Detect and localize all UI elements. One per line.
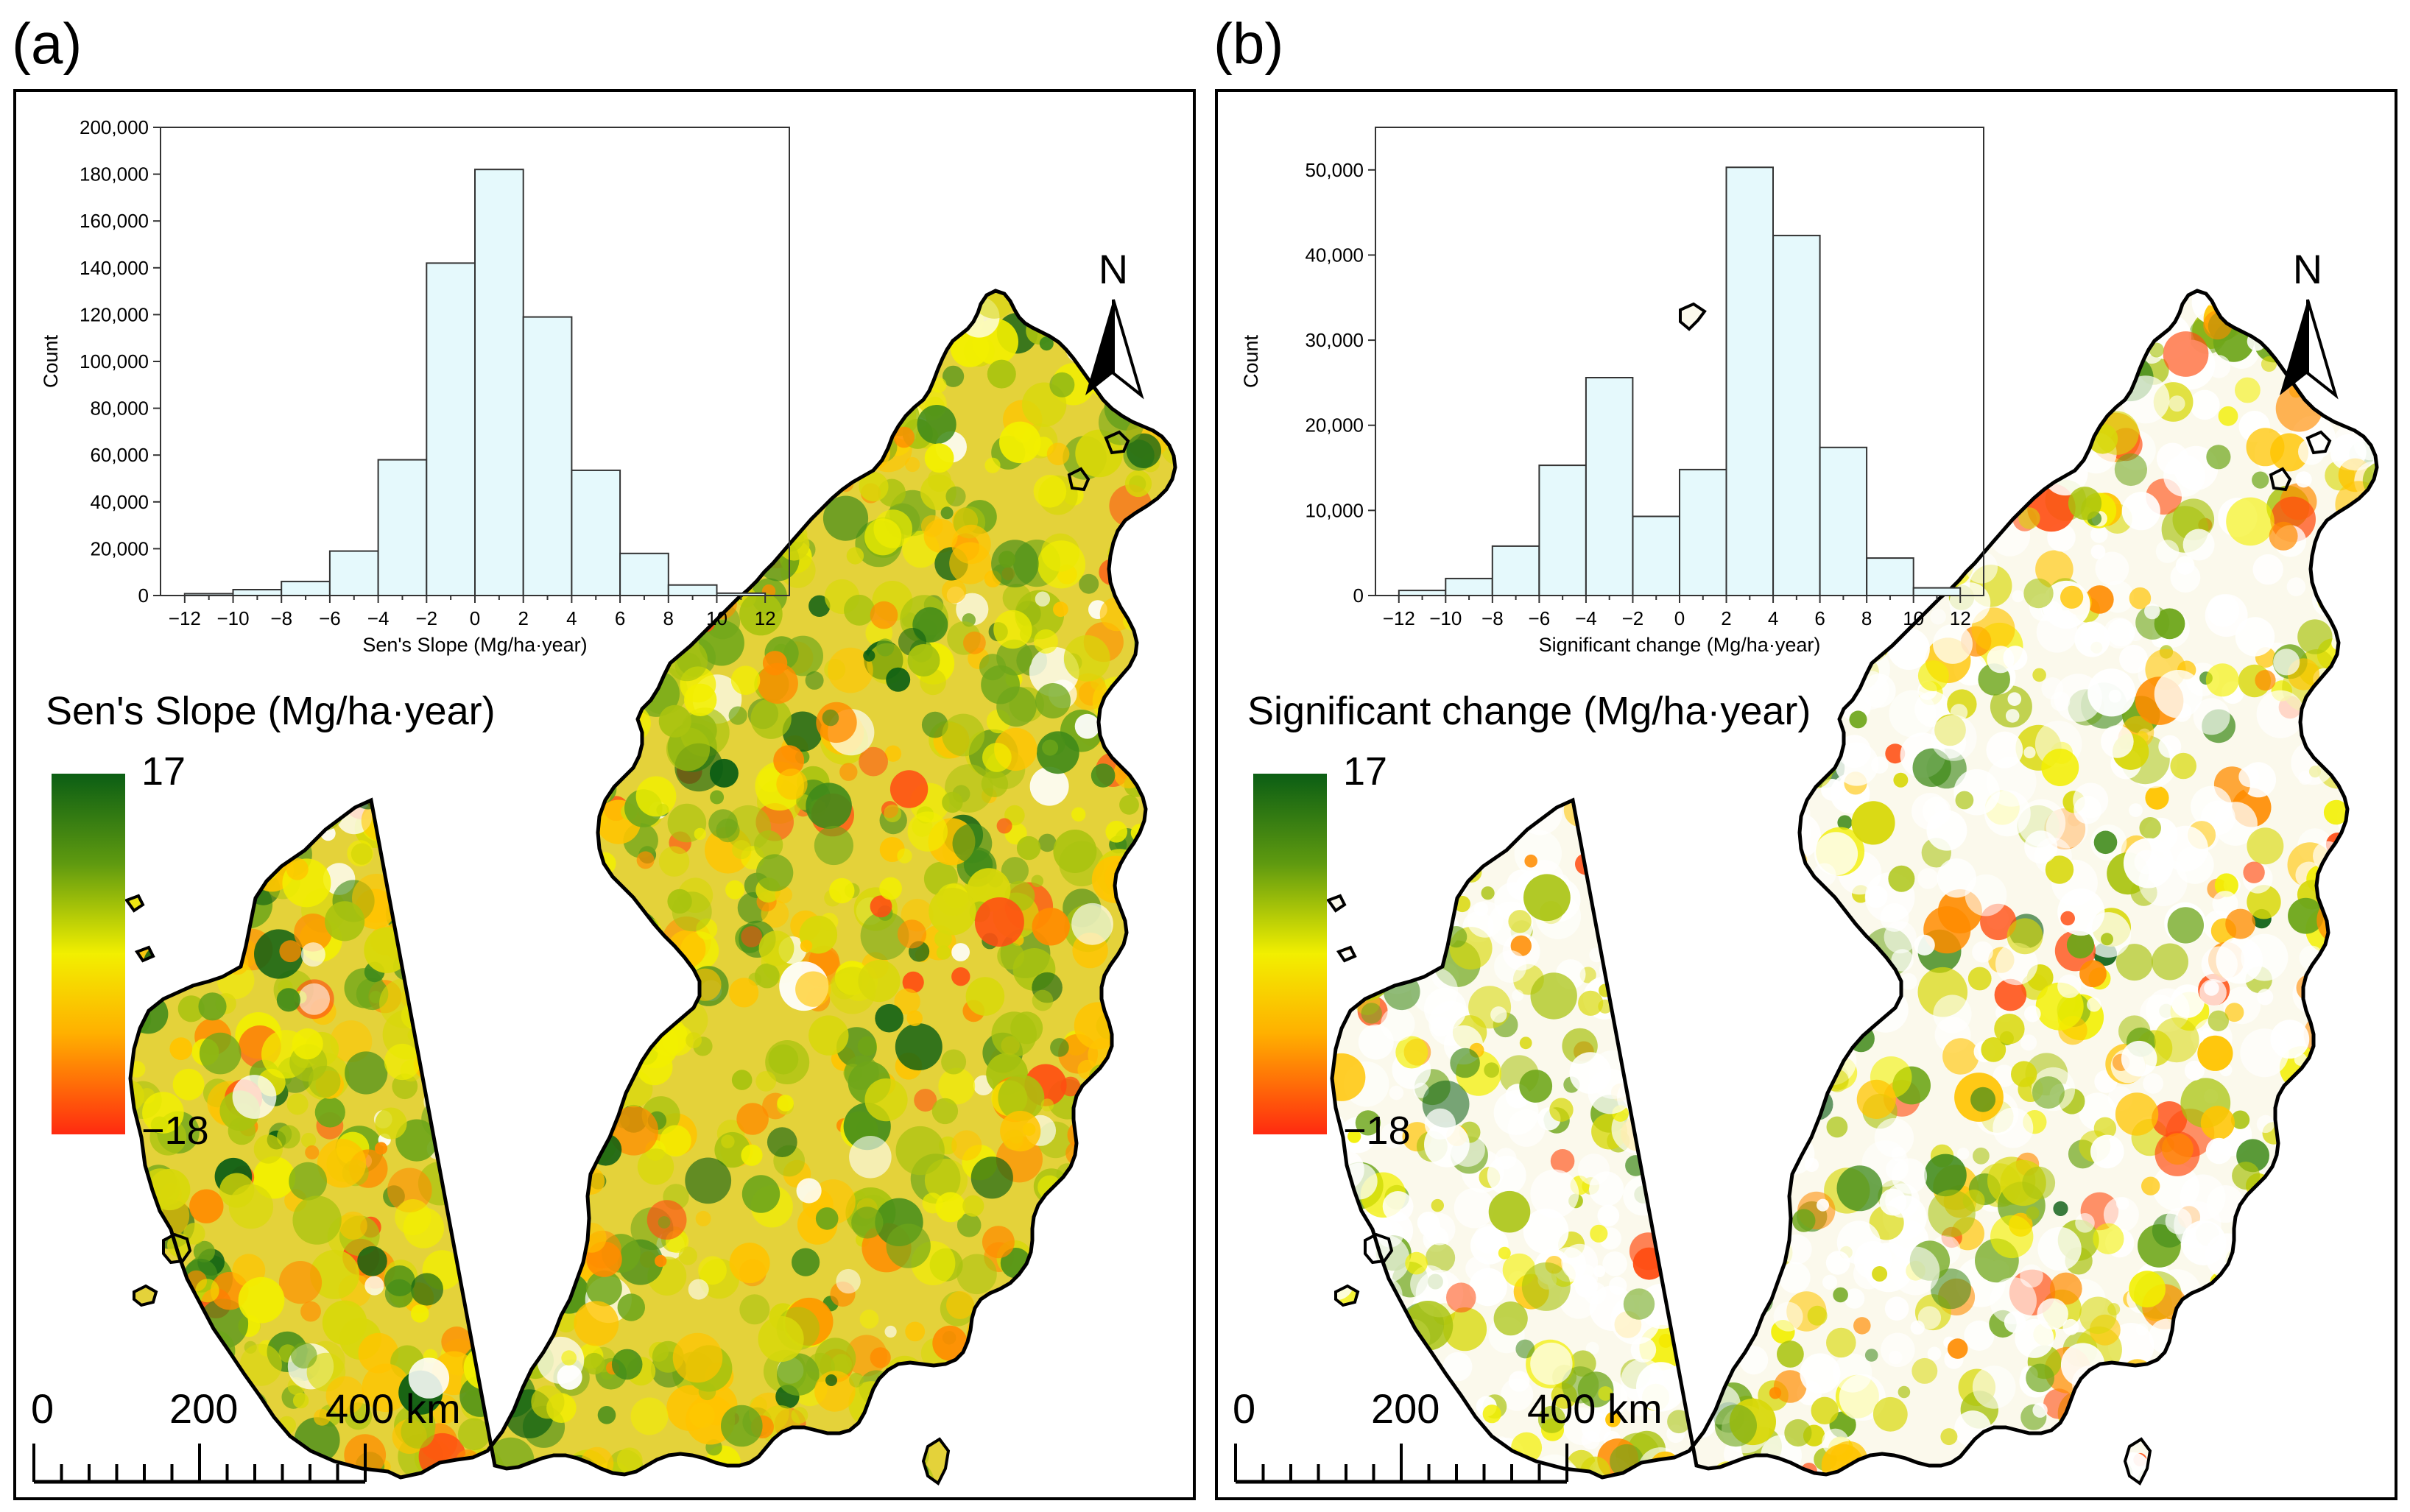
hist-bar — [1725, 166, 1774, 597]
x-tick-label: −10 — [1429, 607, 1462, 629]
panel-a-map-frame: 0 20,000 40,000 60,000 80,000 100,000 120,000 1… — [13, 89, 1196, 1500]
hist-bar — [281, 580, 331, 597]
hist-y-axis-label: Count — [1240, 334, 1262, 388]
hist-bar — [1491, 545, 1540, 597]
north-arrow-label: N — [2293, 247, 2322, 292]
x-tick-label: −4 — [1575, 607, 1597, 629]
y-tick-label: 50,000 — [1305, 159, 1364, 181]
y-tick-label: 10,000 — [1305, 499, 1364, 521]
y-tick-label: 0 — [1353, 584, 1364, 607]
legend-max-value: 17 — [1343, 749, 1388, 794]
hist-bar — [232, 589, 283, 596]
scale-label-0: 0 — [31, 1385, 54, 1432]
scale-label-200: 200 — [169, 1385, 239, 1432]
scale-label-400: 400 km — [1527, 1385, 1663, 1432]
legend-title: Sen's Slope (Mg/ha·year) — [46, 689, 496, 733]
y-tick-label: 0 — [138, 584, 149, 607]
x-tick-label: −10 — [216, 607, 249, 629]
hist-y-axis-label: Count — [40, 334, 62, 388]
y-tick-label: 80,000 — [90, 398, 149, 420]
histogram-b: 0 10,000 20,000 30,000 40,000 50,000 −12 −10 −8 −… — [1240, 127, 1984, 656]
y-tick-label: 30,000 — [1305, 329, 1364, 351]
x-tick-label: 0 — [1674, 607, 1685, 629]
x-tick-label: 2 — [1721, 607, 1731, 629]
x-tick-label: 4 — [566, 607, 577, 629]
x-tick-label: 2 — [518, 607, 528, 629]
x-tick-label: 10 — [1903, 607, 1924, 629]
y-tick-label: 200,000 — [80, 116, 149, 138]
x-tick-label: −2 — [1622, 607, 1644, 629]
x-tick-label: −12 — [1383, 607, 1415, 629]
x-tick-label: 12 — [755, 607, 776, 629]
hist-bar — [1866, 557, 1914, 596]
y-tick-label: 60,000 — [90, 444, 149, 466]
y-tick-label: 40,000 — [90, 491, 149, 513]
hist-bar — [1819, 446, 1868, 596]
x-tick-label: −12 — [169, 607, 201, 629]
legend-max-value: 17 — [141, 749, 186, 794]
x-tick-label: −2 — [415, 607, 437, 629]
hist-bar — [183, 593, 234, 596]
hist-bar — [377, 459, 428, 596]
x-tick-label: 8 — [1861, 607, 1872, 629]
x-tick-label: 8 — [663, 607, 674, 629]
x-tick-label: 0 — [470, 607, 480, 629]
x-tick-label: −8 — [270, 607, 292, 629]
hist-bar — [1772, 234, 1821, 596]
x-tick-label: 12 — [1950, 607, 1971, 629]
north-arrow-icon: N — [2280, 247, 2339, 400]
scale-label-0: 0 — [1233, 1385, 1256, 1432]
color-ramp — [1253, 774, 1327, 1134]
scale-label-400: 400 km — [325, 1385, 461, 1432]
x-tick-label: 4 — [1768, 607, 1778, 629]
color-ramp — [52, 774, 125, 1134]
hist-bar — [619, 552, 669, 596]
hist-bar — [571, 469, 621, 597]
y-tick-label: 160,000 — [80, 210, 149, 232]
hist-bar — [716, 592, 767, 596]
hist-bar — [1585, 377, 1634, 596]
x-tick-label: −6 — [1529, 607, 1551, 629]
y-tick-label: 140,000 — [80, 257, 149, 279]
borneo-map-b — [1325, 289, 2379, 1485]
legend-min-value: −18 — [141, 1109, 209, 1153]
panel-b-label: (b) — [1213, 11, 1284, 76]
x-tick-label: −8 — [1481, 607, 1504, 629]
y-tick-label: 20,000 — [1305, 414, 1364, 437]
panel-b-map-frame: 0 10,000 20,000 30,000 40,000 50,000 −12 −10 −8 −… — [1215, 89, 2397, 1500]
hist-bar — [1679, 468, 1727, 597]
panel-a-label: (a) — [12, 11, 82, 76]
hist-bar — [1912, 587, 1962, 596]
borneo-map-a — [124, 289, 1177, 1485]
north-arrow-label: N — [1099, 247, 1128, 292]
hist-bar — [667, 584, 718, 597]
hist-bar — [1632, 515, 1680, 596]
hist-bar — [1398, 590, 1447, 596]
y-tick-label: 120,000 — [80, 303, 149, 325]
hist-bar — [474, 169, 524, 596]
y-tick-label: 100,000 — [80, 350, 149, 372]
scale-bar — [32, 1444, 367, 1484]
legend-min-value: −18 — [1343, 1109, 1411, 1153]
y-tick-label: 40,000 — [1305, 244, 1364, 266]
y-tick-label: 180,000 — [80, 163, 149, 186]
hist-bar — [1445, 577, 1493, 597]
hist-bar — [328, 550, 379, 596]
y-tick-label: 20,000 — [90, 537, 149, 559]
legend-title: Significant change (Mg/ha·year) — [1247, 689, 1811, 733]
x-tick-label: 6 — [615, 607, 625, 629]
hist-x-axis-label: Sen's Slope (Mg/ha·year) — [362, 634, 587, 656]
hist-bar — [426, 262, 476, 596]
histogram-a: 0 20,000 40,000 60,000 80,000 100,000 120,000 1… — [40, 116, 790, 656]
hist-x-axis-label: Significant change (Mg/ha·year) — [1539, 634, 1821, 656]
scale-bar — [1234, 1444, 1568, 1484]
north-arrow-icon: N — [1085, 247, 1144, 400]
hist-bar — [522, 316, 573, 596]
hist-bar — [1538, 464, 1587, 596]
x-tick-label: −4 — [367, 607, 390, 629]
x-tick-label: 10 — [706, 607, 727, 629]
x-tick-label: 6 — [1814, 607, 1825, 629]
x-tick-label: −6 — [319, 607, 341, 629]
scale-label-200: 200 — [1371, 1385, 1440, 1432]
